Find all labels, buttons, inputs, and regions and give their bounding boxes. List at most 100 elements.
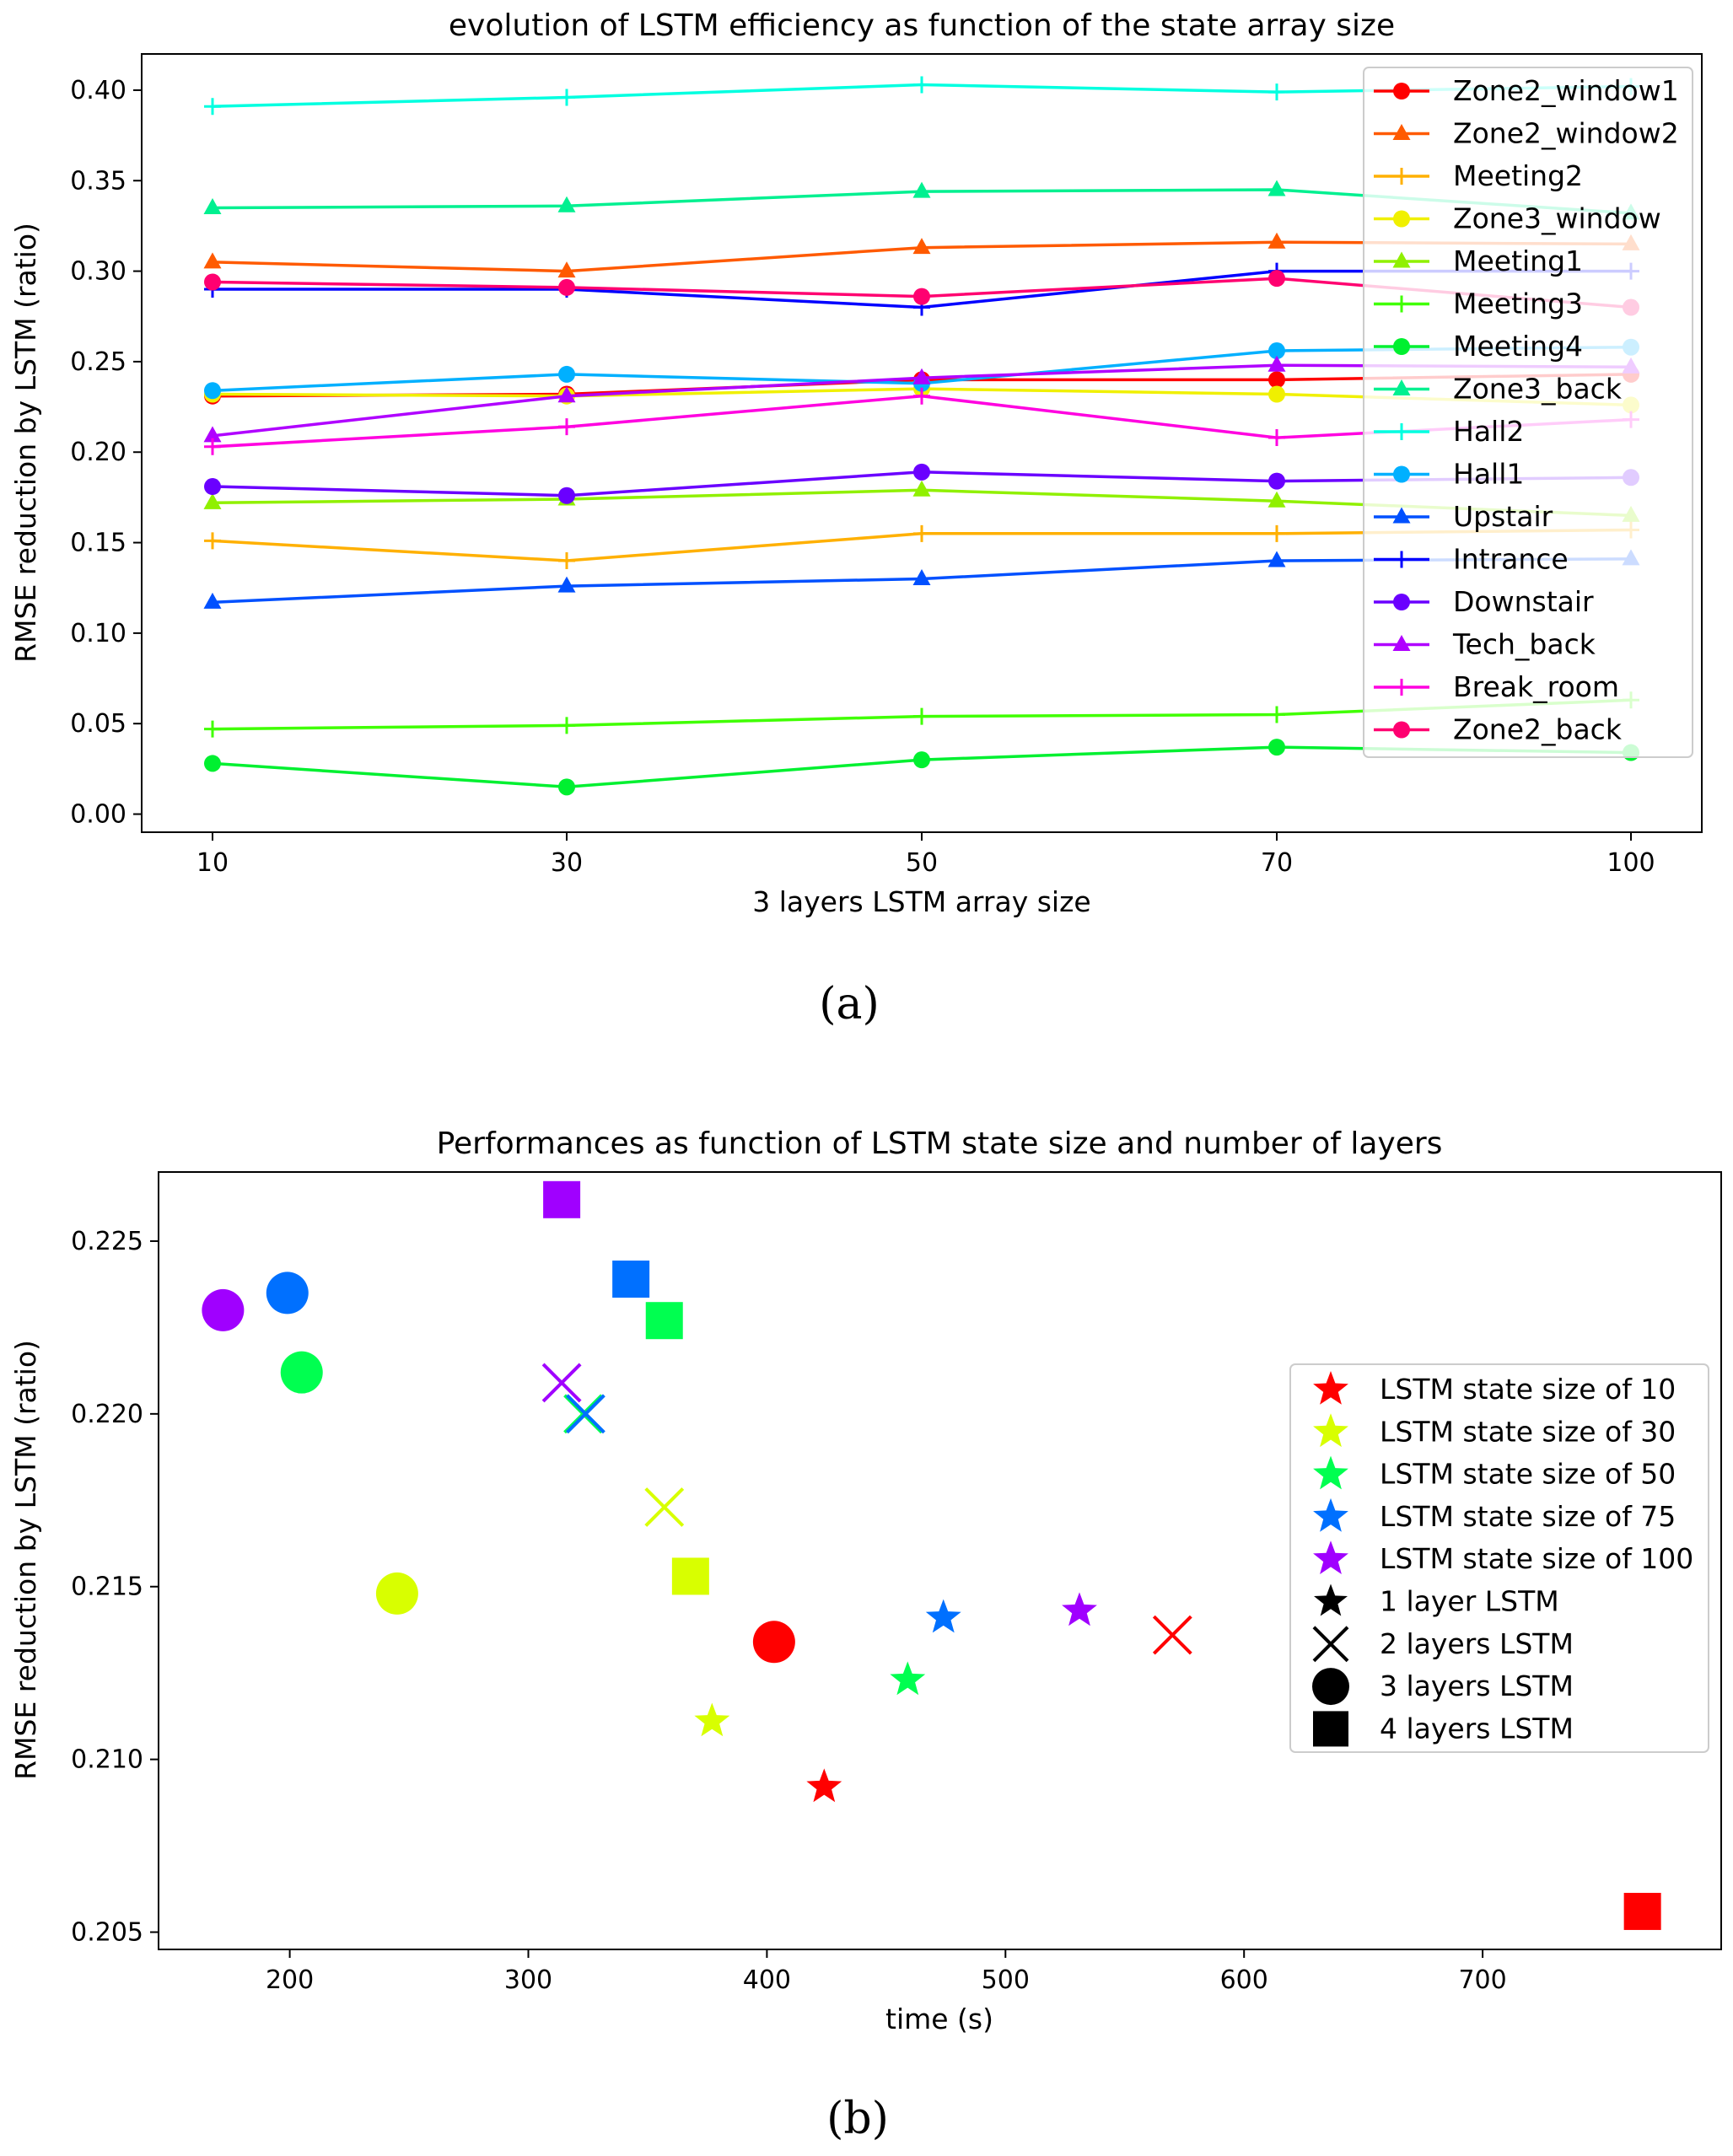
chart-a-legend-marker xyxy=(1393,210,1410,228)
chart-b-legend-marker xyxy=(1313,1371,1348,1405)
chart-b-legend-label: LSTM state size of 30 xyxy=(1380,1415,1676,1448)
chart-a-legend-marker xyxy=(1393,295,1410,313)
chart-b-x-tick-label: 500 xyxy=(982,1965,1030,1995)
chart-a-point xyxy=(1267,232,1286,249)
chart-a-y-tick-label: 0.35 xyxy=(70,166,126,196)
chart-b-y-tick-label: 0.220 xyxy=(71,1400,143,1429)
chart-b-plot-frame xyxy=(158,1171,1722,1950)
chart-b-legend-label: 2 layers LSTM xyxy=(1380,1627,1574,1660)
chart-b-y-tick-label: 0.205 xyxy=(71,1918,143,1948)
chart-a-point xyxy=(204,382,221,400)
chart-b-point xyxy=(375,1572,418,1615)
chart-a-point xyxy=(558,365,575,383)
chart-b-legend-marker xyxy=(1312,1668,1349,1706)
chart-b-legend-label: 1 layer LSTM xyxy=(1380,1585,1559,1618)
chart-a-point xyxy=(1267,491,1286,508)
chart-a-point xyxy=(203,492,222,509)
chart-a-xlabel: 3 layers LSTM array size xyxy=(752,885,1090,918)
chart-a-legend-label: Hall2 xyxy=(1453,415,1524,448)
chart-b-legend-label: 4 layers LSTM xyxy=(1380,1712,1574,1745)
chart-a-x-tick-label: 50 xyxy=(906,848,938,878)
chart-b-xlabel: time (s) xyxy=(885,2003,993,2035)
chart-b-point xyxy=(890,1661,926,1696)
chart-a-legend-marker xyxy=(1393,423,1410,440)
chart-a-legend-marker xyxy=(1393,721,1410,739)
chart-a-point xyxy=(558,418,575,436)
chart-b-point xyxy=(280,1351,323,1394)
chart-a-point xyxy=(913,463,930,481)
chart-a-y-tick-label: 0.40 xyxy=(70,76,126,105)
chart-a-legend-box xyxy=(1363,67,1693,758)
chart-a-point xyxy=(913,751,930,769)
chart-a-legend-marker xyxy=(1393,338,1410,355)
chart-a-point xyxy=(203,197,222,214)
chart-b-legend-marker xyxy=(1314,1583,1348,1616)
chart-a-point xyxy=(1268,524,1285,542)
chart-b-x-tick-label: 600 xyxy=(1220,1965,1268,1995)
chart-a-y-tick-label: 0.20 xyxy=(70,438,126,467)
chart-b-legend-box xyxy=(1289,1363,1709,1753)
chart-b-legend-label: LSTM state size of 50 xyxy=(1380,1458,1676,1491)
chart-a-legend-marker xyxy=(1393,551,1410,568)
chart-b-x-tick-label: 400 xyxy=(743,1965,791,1995)
chart-a-point xyxy=(912,368,931,384)
chart-a-point xyxy=(204,478,221,496)
caption-a: (a) xyxy=(819,979,880,1030)
chart-a-x-tick-label: 70 xyxy=(1261,848,1293,878)
chart-b-point xyxy=(202,1288,245,1331)
chart-b-ylabel: RMSE reduction by LSTM (ratio) xyxy=(9,1340,42,1780)
chart-a-legend-marker xyxy=(1393,594,1410,610)
chart-b-point xyxy=(1623,1892,1661,1930)
chart-a-legend-marker xyxy=(1392,379,1411,395)
chart-b-point xyxy=(543,1180,581,1218)
caption-b: (b) xyxy=(826,2094,889,2144)
chart-a-point xyxy=(1268,472,1285,490)
chart-b-legend-marker xyxy=(1313,1497,1348,1532)
chart-a-x-tick-label: 30 xyxy=(551,848,583,878)
chart-b-y-tick-label: 0.210 xyxy=(71,1745,143,1775)
chart-b-y-tick-label: 0.225 xyxy=(71,1227,143,1256)
chart-a-point xyxy=(913,288,930,305)
chart-a-legend-label: Meeting1 xyxy=(1453,245,1583,277)
chart-a-point xyxy=(1268,270,1285,288)
chart-b-legend-marker xyxy=(1313,1540,1348,1574)
chart-b-point xyxy=(644,1487,685,1527)
chart-a-legend-label: Zone3_window xyxy=(1453,202,1661,235)
chart-a-point xyxy=(1268,385,1285,403)
chart-a-legend-label: Meeting3 xyxy=(1453,288,1583,320)
chart-a-point xyxy=(913,387,930,405)
chart-a-legend-label: Zone2_window1 xyxy=(1453,74,1679,107)
chart-a-legend-marker xyxy=(1392,635,1411,651)
chart-a-point xyxy=(912,181,931,198)
chart-a-legend-label: Zone2_window2 xyxy=(1453,117,1679,150)
chart-a-y-tick-label: 0.10 xyxy=(70,619,126,648)
chart-b-x-tick-label: 200 xyxy=(266,1965,314,1995)
chart-a-point xyxy=(204,532,221,550)
chart-a-legend-label: Hall1 xyxy=(1453,458,1524,491)
chart-b-point xyxy=(563,1394,603,1434)
chart-a-point xyxy=(557,386,576,403)
chart-a-title: evolution of LSTM efficiency as function… xyxy=(449,8,1395,43)
chart-a-point xyxy=(203,592,222,609)
chart-a-point xyxy=(1267,180,1286,196)
chart-a-point xyxy=(204,438,221,455)
chart-a-point xyxy=(204,755,221,772)
chart-a-x-tick-label: 100 xyxy=(1607,848,1655,878)
chart-a-legend-marker xyxy=(1392,507,1411,524)
chart-b-x-tick-label: 300 xyxy=(504,1965,552,1995)
chart-b-axes: 200 300 400 500 600 700 0.205 0.210 0.215 0.220 0.… xyxy=(71,1227,1507,1995)
chart-a-point xyxy=(557,576,576,593)
chart-a-point xyxy=(203,252,222,269)
chart-b-point xyxy=(1152,1615,1192,1655)
chart-a-point xyxy=(913,524,930,542)
chart-a-point xyxy=(557,196,576,212)
chart-b-point xyxy=(925,1599,961,1633)
chart-a-axes: 10 30 50 70 100 0.00 0.05 0.10 0.15 0.20 0.25 0.30 0… xyxy=(70,76,1655,878)
chart-a-y-tick-label: 0.25 xyxy=(70,347,126,377)
chart-a-point xyxy=(1268,83,1285,101)
chart-b-point xyxy=(671,1557,709,1595)
chart-a-point xyxy=(913,76,930,94)
chart-b-point xyxy=(565,1394,605,1434)
chart-a-legend-label: Meeting2 xyxy=(1453,159,1583,192)
